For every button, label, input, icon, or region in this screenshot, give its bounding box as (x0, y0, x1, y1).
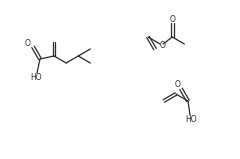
Text: O: O (169, 14, 175, 24)
Text: O: O (175, 80, 181, 89)
Text: HO: HO (30, 73, 42, 83)
Text: O: O (25, 39, 31, 48)
Text: HO: HO (185, 115, 197, 124)
Text: O: O (159, 41, 165, 51)
